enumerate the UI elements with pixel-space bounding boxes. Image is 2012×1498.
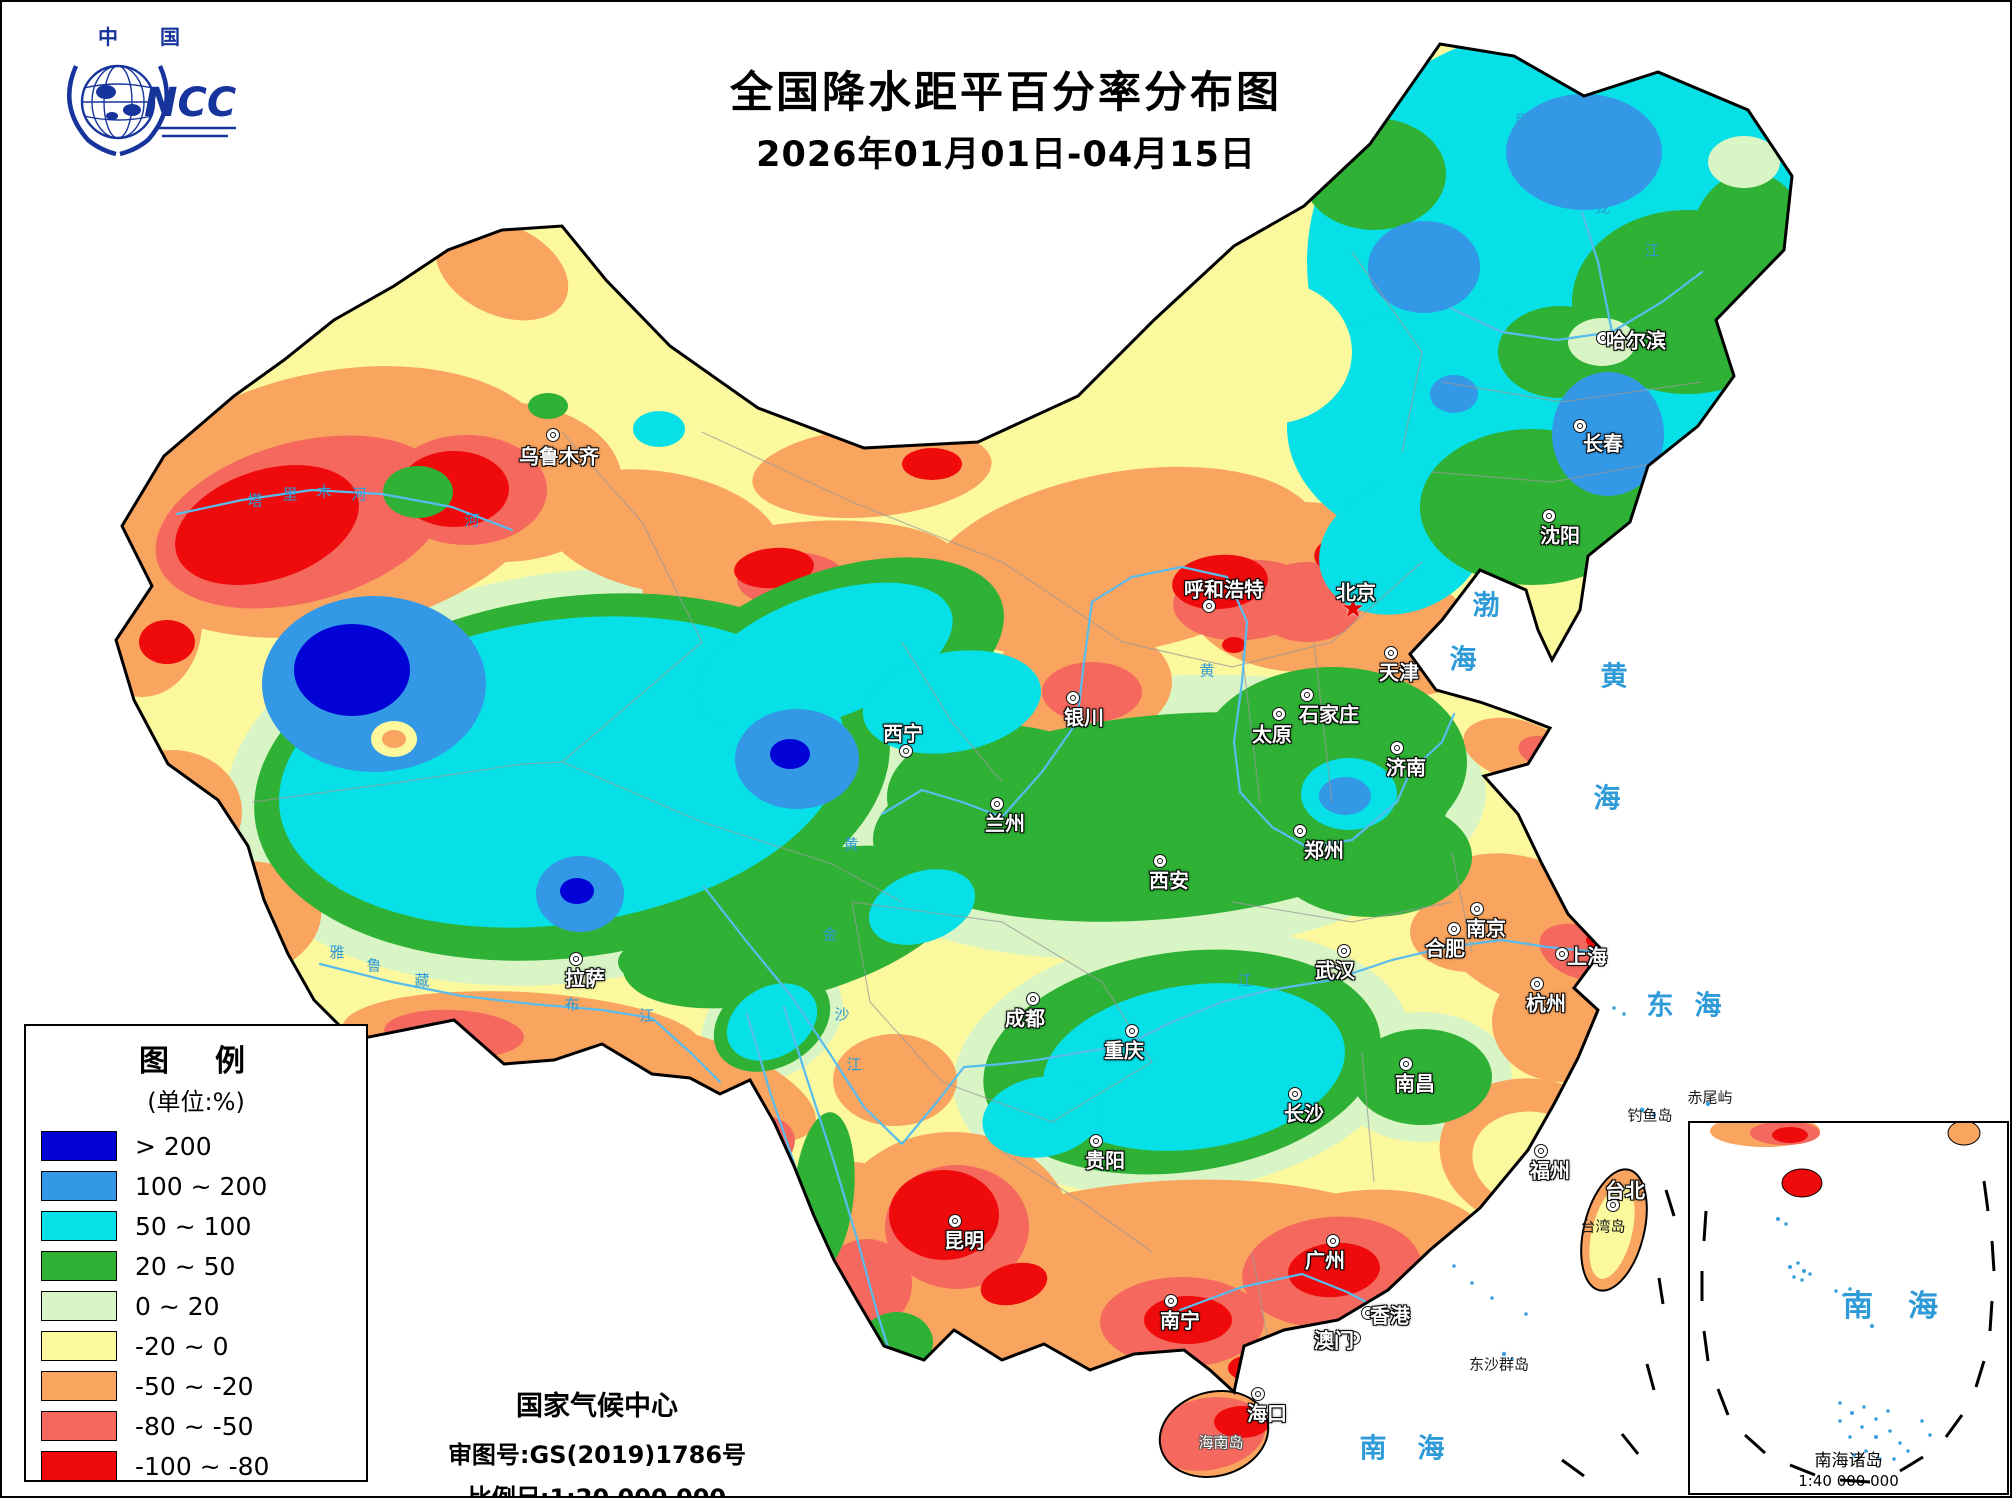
legend-item: 0 ~ 20 xyxy=(26,1286,366,1326)
inset-dash-line xyxy=(1700,1180,1996,1484)
legend-label: -20 ~ 0 xyxy=(135,1331,229,1361)
legend-item: -50 ~ -20 xyxy=(26,1366,366,1406)
legend-swatch xyxy=(41,1291,117,1321)
logo-acronym: NCC xyxy=(144,80,236,126)
legend-label: > 200 xyxy=(135,1131,212,1161)
country-outline xyxy=(114,42,1794,1478)
legend-swatch xyxy=(41,1171,117,1201)
legend-label: -80 ~ -50 xyxy=(135,1411,254,1441)
legend-label: -50 ~ -20 xyxy=(135,1371,254,1401)
dash-line-segments xyxy=(1561,1189,1676,1478)
globe-icon xyxy=(67,64,169,157)
globe-landmass xyxy=(96,85,141,120)
legend-item: -20 ~ 0 xyxy=(26,1326,366,1366)
legend-swatch xyxy=(41,1211,117,1241)
legend-swatch xyxy=(41,1411,117,1441)
legend-item: 20 ~ 50 xyxy=(26,1246,366,1286)
inset-scale: 1:40 000 000 xyxy=(1798,1472,1899,1490)
legend-items: > 200 100 ~ 200 50 ~ 100 20 ~ 50 0 ~ 20 -20 ~… xyxy=(26,1126,366,1486)
inset-island-dots xyxy=(1776,1217,1932,1461)
legend-unit: (单位:%) xyxy=(147,1088,245,1116)
legend: 图 例 (单位:%) > 200 100 ~ 200 50 ~ 100 20 ~ 50… xyxy=(24,1024,368,1482)
date-range: 2026年01月01日-04月15日 xyxy=(756,135,1256,175)
inset-map xyxy=(1700,1123,1996,1484)
logo-underline xyxy=(156,126,236,138)
inset-name: 南海诸岛 xyxy=(1814,1451,1883,1471)
legend-item: 100 ~ 200 xyxy=(26,1166,366,1206)
logo-country-char1: 中 xyxy=(98,25,118,49)
legend-swatch xyxy=(41,1251,117,1281)
legend-title: 图 例 xyxy=(139,1044,253,1079)
province-borders xyxy=(251,251,1703,1353)
legend-swatch xyxy=(41,1131,117,1161)
inset-sea-label-char2: 海 xyxy=(1908,1289,1938,1324)
org-name: 国家气候中心 xyxy=(516,1391,678,1422)
legend-label: 50 ~ 100 xyxy=(135,1211,252,1241)
legend-item: 50 ~ 100 xyxy=(26,1206,366,1246)
legend-swatch xyxy=(41,1451,117,1481)
legend-item: > 200 xyxy=(26,1126,366,1166)
page-title: 全国降水距平百分率分布图 xyxy=(730,68,1282,118)
map-credits: 国家气候中心 审图号:GS(2019)1786号 比例尺:1:20 000 00… xyxy=(372,1384,822,1498)
legend-label: -100 ~ -80 xyxy=(135,1451,270,1481)
legend-swatch xyxy=(41,1371,117,1401)
legend-item: -80 ~ -50 xyxy=(26,1406,366,1446)
ncc-logo: 中 国 NCC xyxy=(67,25,236,157)
legend-item: -100 ~ -80 xyxy=(26,1446,366,1486)
inset-sea-label-char1: 南 xyxy=(1843,1289,1873,1324)
rivers xyxy=(175,210,1704,1349)
legend-swatch xyxy=(41,1331,117,1361)
legend-label: 20 ~ 50 xyxy=(135,1251,236,1281)
island-dots xyxy=(1452,1006,1711,1361)
logo-country-char2: 国 xyxy=(160,25,180,49)
legend-label: 0 ~ 20 xyxy=(135,1291,220,1321)
map-scale: 比例尺:1:20 000 000 xyxy=(467,1484,727,1498)
approval-number: 审图号:GS(2019)1786号 xyxy=(447,1441,747,1469)
legend-label: 100 ~ 200 xyxy=(135,1171,268,1201)
nanhai-inset: 南 海 南海诸岛 1:40 000 000 xyxy=(1688,1121,2009,1495)
